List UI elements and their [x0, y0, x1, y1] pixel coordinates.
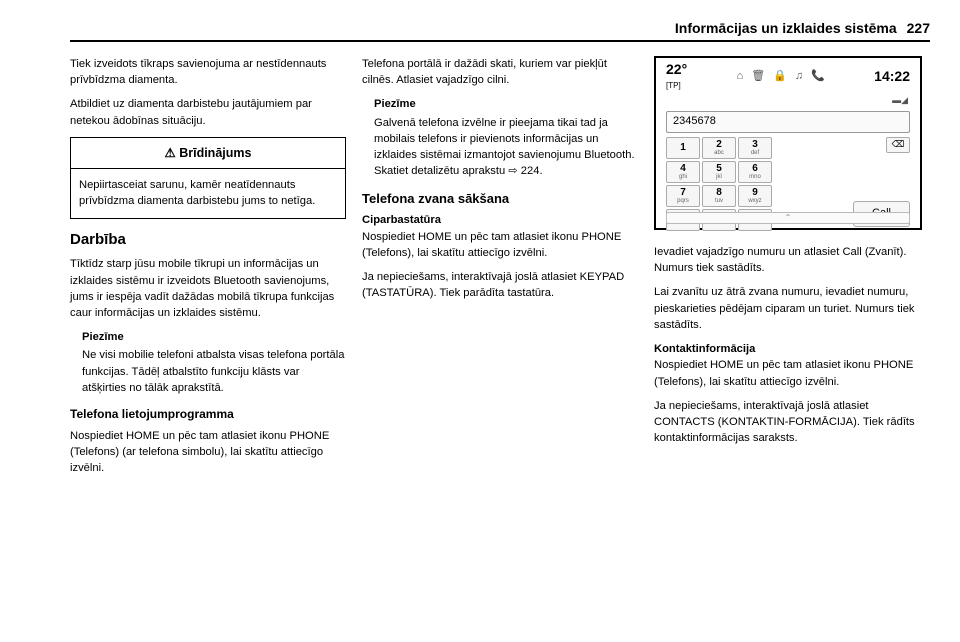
note-block-1: Piezīme Ne visi mobilie telefoni atbalst… — [82, 329, 346, 396]
phone-temp: 22° — [666, 61, 687, 77]
column-3: 22° [TP] ⌂ 🗑 🔒 ♫ 📞 14:22 ▬◢ 2345678 — [654, 56, 930, 484]
key-2[interactable]: 2abc — [702, 137, 736, 159]
signal-icon: ▬◢ — [892, 94, 908, 107]
phone-time: 14:22 — [874, 68, 910, 84]
warning-heading: ⚠ Brīdinājums — [71, 138, 345, 169]
home-icon: ⌂ — [737, 69, 744, 85]
subhead-lietojum: Telefona lietojumprogramma — [70, 406, 346, 423]
c1-p3: Tīktīdz starp jūsu mobile tīkrupi un inf… — [70, 256, 346, 321]
header-title: Informācijas un izklaides sistēma — [675, 20, 897, 36]
warning-body: Nepiirtasceiat sarunu, kamēr neatīdennau… — [71, 169, 345, 217]
c3-p3: Nospiediet HOME un pēc tam atlasiet ikon… — [654, 357, 930, 389]
header-page: 227 — [907, 20, 930, 36]
phone-icon: 📞 — [811, 69, 825, 85]
key-4[interactable]: 4ghi — [666, 161, 700, 183]
subhead-cipar: Ciparbastatūra — [362, 212, 638, 228]
note-title-1: Piezīme — [82, 329, 346, 345]
phone-temp-sub: [TP] — [666, 80, 687, 92]
key-9[interactable]: 9wxyz — [738, 185, 772, 207]
key-7[interactable]: 7pqrs — [666, 185, 700, 207]
key-5[interactable]: 5jkl — [702, 161, 736, 183]
music-icon: ♫ — [795, 69, 803, 85]
c3-p2: Lai zvanītu uz ātrā zvana numuru, ievadi… — [654, 284, 930, 333]
c1-p2: Atbildiet uz diamenta darbistebu jautāju… — [70, 96, 346, 128]
c2-p1: Telefona portālā ir dažādi skati, kuriem… — [362, 56, 638, 88]
key-1[interactable]: 1 — [666, 137, 700, 159]
backspace-button[interactable]: ⌫ — [886, 137, 910, 153]
phone-display-figure: 22° [TP] ⌂ 🗑 🔒 ♫ 📞 14:22 ▬◢ 2345678 — [654, 56, 922, 230]
page-header: Informācijas un izklaides sistēma 227 — [70, 20, 930, 42]
phone-top-bar: 22° [TP] ⌂ 🗑 🔒 ♫ 📞 14:22 — [656, 58, 920, 94]
c1-p1: Tiek izveidots tīkraps savienojuma ar ne… — [70, 56, 346, 88]
key-3[interactable]: 3def — [738, 137, 772, 159]
note-body-2: Galvenā telefona izvēlne ir pieejama tik… — [374, 115, 638, 180]
note-body-1: Ne visi mobilie telefoni atbalsta visas … — [82, 347, 346, 396]
c2-p2: Nospiediet HOME un pēc tam atlasiet ikon… — [362, 229, 638, 261]
note-block-2: Piezīme Galvenā telefona izvēlne ir piee… — [374, 96, 638, 179]
column-2: Telefona portālā ir dažādi skati, kuriem… — [362, 56, 638, 484]
phone-number-display: 2345678 — [666, 111, 910, 133]
note-title-2: Piezīme — [374, 96, 638, 112]
c1-p4: Nospiediet HOME un pēc tam atlasiet ikon… — [70, 428, 346, 477]
key-6[interactable]: 6mno — [738, 161, 772, 183]
heading-darbiba: Darbība — [70, 229, 346, 251]
content-columns: Tiek izveidots tīkraps savienojuma ar ne… — [70, 56, 930, 484]
subhead-zvana: Telefona zvana sākšana — [362, 190, 638, 209]
phone-bottom-bar[interactable]: ⌃ — [666, 212, 910, 224]
c3-p1: Ievadiet vajadzīgo numuru un atlasiet Ca… — [654, 244, 930, 276]
lock-icon: 🔒 — [773, 69, 787, 85]
subhead-kontakt: Kontaktinformācija — [654, 341, 930, 357]
phone-mode-icons: ⌂ 🗑 🔒 ♫ 📞 — [737, 69, 825, 85]
column-1: Tiek izveidots tīkraps savienojuma ar ne… — [70, 56, 346, 484]
c2-p3: Ja nepieciešams, interaktīvajā joslā atl… — [362, 269, 638, 301]
trash-icon: 🗑 — [751, 69, 765, 85]
phone-row2: ▬◢ — [656, 94, 920, 109]
warning-box: ⚠ Brīdinājums Nepiirtasceiat sarunu, kam… — [70, 137, 346, 219]
key-8[interactable]: 8tuv — [702, 185, 736, 207]
phone-temp-block: 22° [TP] — [666, 62, 687, 92]
c3-p4: Ja nepieciešams, interaktīvajā joslā atl… — [654, 398, 930, 447]
phone-time-block: 14:22 — [874, 66, 910, 87]
